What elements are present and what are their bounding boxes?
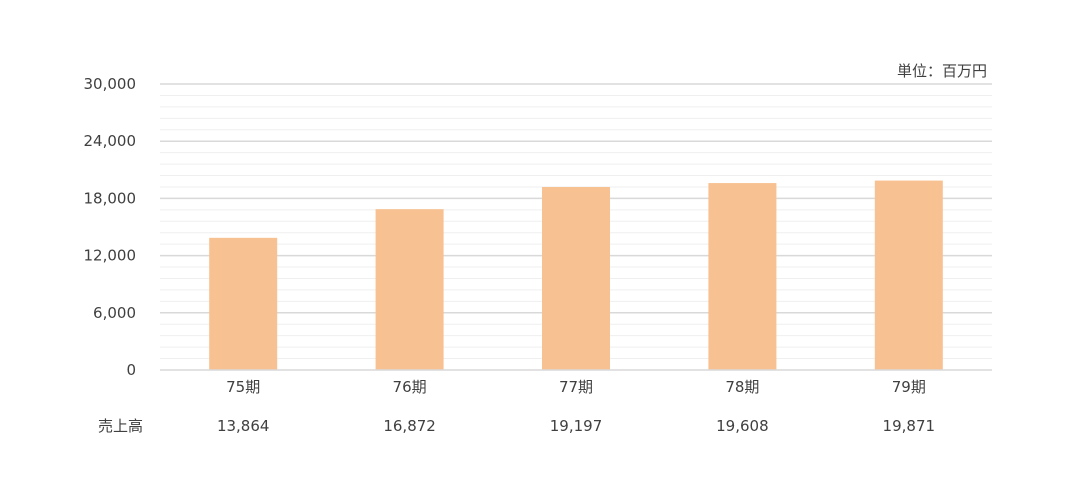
bar — [708, 183, 777, 370]
bar — [209, 237, 278, 370]
table-row-label: 売上高 — [98, 417, 143, 435]
grid-layer — [160, 83, 992, 360]
bar-layer — [209, 180, 943, 370]
x-tick-label: 79期 — [892, 378, 926, 396]
x-tick-label: 78期 — [725, 378, 759, 396]
y-tick-label: 0 — [126, 361, 136, 379]
y-tick-label: 24,000 — [84, 132, 137, 150]
table-value: 19,197 — [550, 417, 603, 435]
label-layer: 75期 13,864 76期 16,872 77期 19,197 78期 19,608 79期 1… — [98, 378, 935, 435]
x-tick-label: 76期 — [393, 378, 427, 396]
table-value: 19,871 — [883, 417, 936, 435]
bar — [375, 209, 444, 370]
table-value: 16,872 — [383, 417, 436, 435]
bar — [542, 186, 610, 370]
x-tick-label: 77期 — [559, 378, 593, 396]
y-tick-label: 6,000 — [93, 304, 136, 322]
table-value: 19,608 — [716, 417, 769, 435]
x-tick-label: 75期 — [226, 378, 260, 396]
bar — [874, 180, 943, 370]
y-tick-label: 30,000 — [84, 75, 137, 93]
table-value: 13,864 — [217, 417, 270, 435]
y-tick-label: 12,000 — [84, 247, 137, 265]
unit-label: 単位：百万円 — [896, 62, 987, 80]
axis-layer: 0 6,000 12,000 18,000 24,000 30,000 — [84, 75, 992, 379]
y-tick-label: 18,000 — [84, 189, 137, 207]
